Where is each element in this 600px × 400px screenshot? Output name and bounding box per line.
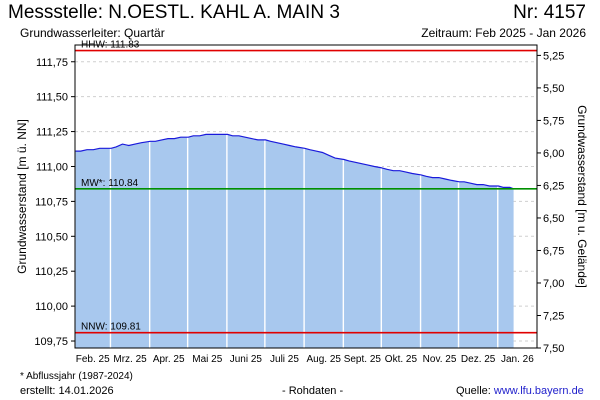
y-tick-label: 110,25: [35, 266, 68, 278]
footnote: * Abflussjahr (1987-2024): [20, 371, 133, 382]
y-right-tick-label: 6,00: [543, 148, 564, 160]
source-link[interactable]: www.lfu.bayern.de: [493, 385, 584, 397]
y-axis-title: Grundwasserstand [m ü. NN]: [15, 119, 29, 274]
x-tick-label: Mrz. 25: [113, 354, 147, 365]
y-tick-label: 109,75: [34, 336, 68, 348]
y-tick-label: 110,00: [35, 301, 68, 313]
y-right-tick-label: 7,50: [543, 343, 564, 355]
y-tick-label: 110,50: [35, 231, 68, 243]
y-right-tick-label: 5,50: [543, 83, 564, 95]
page-title: Messstelle: N.OESTL. KAHL A. MAIN 3: [8, 2, 340, 23]
x-tick-label: Apr. 25: [153, 354, 185, 365]
y-right-tick-label: 6,50: [543, 213, 564, 225]
period-label: Zeitraum: Feb 2025 - Jan 2026: [421, 26, 586, 40]
series-area: [75, 134, 514, 348]
x-tick-label: Juni 25: [230, 354, 263, 365]
source: Quelle: www.lfu.bayern.de: [456, 385, 584, 397]
series-line: [75, 133, 514, 190]
y-tick-label: 111,75: [36, 57, 68, 69]
x-tick-label: Sept. 25: [344, 354, 382, 365]
y-right-tick-label: 5,75: [543, 115, 564, 127]
reference-label: NNW: 109.81: [81, 322, 141, 333]
y-right-tick-label: 7,00: [543, 278, 564, 290]
plot-frame: [74, 44, 538, 349]
x-tick-label: Juli 25: [270, 354, 299, 365]
aquifer-label: Grundwasserleiter: Quartär: [20, 26, 165, 40]
raw-data-label: - Rohdaten -: [282, 385, 344, 397]
reference-label: MW*: 110.84: [81, 178, 138, 189]
station-number: Nr: 4157: [513, 2, 586, 23]
y-right-axis-title: Grundwasserstand [m u. Gelände]: [575, 105, 589, 288]
x-tick-label: Nov. 25: [423, 354, 457, 365]
y-right-tick-label: 6,25: [543, 180, 564, 192]
x-tick-label: Dez. 25: [461, 354, 496, 365]
y-tick-label: 111,50: [36, 92, 68, 104]
y-right-tick-label: 6,75: [543, 245, 564, 257]
y-tick-label: 111,25: [36, 127, 68, 139]
y-right-tick-label: 5,25: [543, 50, 564, 62]
x-tick-label: Okt. 25: [385, 354, 418, 365]
y-tick-label: 110,75: [35, 196, 68, 208]
y-right-tick-label: 7,25: [543, 310, 564, 322]
x-tick-label: Jan. 26: [501, 354, 534, 365]
x-tick-label: Aug. 25: [306, 354, 341, 365]
source-label: Quelle:: [456, 385, 494, 397]
x-tick-label: Mai 25: [192, 354, 222, 365]
y-tick-label: 111,00: [36, 161, 68, 173]
x-tick-label: Feb. 25: [76, 354, 110, 365]
created-date: erstellt: 14.01.2026: [20, 385, 114, 397]
